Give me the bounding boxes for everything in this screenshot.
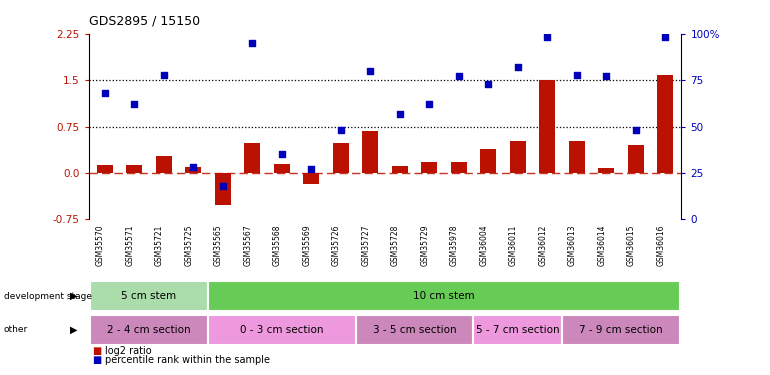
Point — [571, 72, 583, 78]
Bar — [510, 141, 526, 173]
Point — [216, 183, 229, 189]
Point — [423, 101, 435, 107]
Text: ▶: ▶ — [69, 291, 77, 301]
Text: GSM35571: GSM35571 — [126, 224, 134, 266]
Point — [541, 34, 554, 40]
Text: GSM35565: GSM35565 — [214, 224, 223, 266]
Point — [482, 81, 494, 87]
Point — [99, 90, 111, 96]
Text: 7 - 9 cm section: 7 - 9 cm section — [579, 325, 663, 335]
Point — [511, 64, 524, 70]
Text: log2 ratio: log2 ratio — [105, 346, 152, 355]
Point — [453, 74, 465, 80]
Text: GSM35725: GSM35725 — [184, 224, 193, 266]
Text: GSM36012: GSM36012 — [538, 224, 547, 266]
Bar — [480, 150, 497, 173]
Text: 3 - 5 cm section: 3 - 5 cm section — [373, 325, 457, 335]
Point — [600, 74, 612, 80]
Text: percentile rank within the sample: percentile rank within the sample — [105, 355, 270, 365]
Point — [128, 101, 140, 107]
Bar — [598, 168, 614, 173]
Bar — [97, 165, 113, 173]
Point — [187, 164, 199, 170]
Bar — [421, 162, 437, 173]
Text: ▶: ▶ — [69, 325, 77, 335]
Text: 5 cm stem: 5 cm stem — [122, 291, 176, 301]
Text: 10 cm stem: 10 cm stem — [413, 291, 475, 301]
Text: GSM36013: GSM36013 — [567, 224, 577, 266]
Bar — [333, 143, 349, 173]
Bar — [273, 164, 290, 173]
Bar — [568, 141, 585, 173]
Point — [246, 40, 259, 46]
Point — [276, 152, 288, 157]
Bar — [474, 315, 562, 345]
Text: 2 - 4 cm section: 2 - 4 cm section — [107, 325, 191, 335]
Bar — [356, 315, 474, 345]
Text: GDS2895 / 15150: GDS2895 / 15150 — [89, 15, 199, 28]
Point — [305, 166, 317, 172]
Text: development stage: development stage — [4, 292, 92, 301]
Text: GSM36016: GSM36016 — [656, 224, 665, 266]
Text: GSM35570: GSM35570 — [95, 224, 105, 266]
Text: GSM36011: GSM36011 — [509, 224, 517, 266]
Text: GSM35978: GSM35978 — [450, 224, 459, 266]
Text: ■: ■ — [92, 355, 102, 365]
Text: ■: ■ — [92, 346, 102, 355]
Bar — [156, 156, 172, 173]
Text: GSM35567: GSM35567 — [243, 224, 253, 266]
Text: GSM35721: GSM35721 — [155, 224, 164, 266]
Text: GSM35569: GSM35569 — [303, 224, 311, 266]
Point — [364, 68, 377, 74]
Bar — [244, 143, 260, 173]
Bar — [90, 281, 208, 311]
Point — [335, 127, 347, 133]
Point — [158, 72, 170, 78]
Bar — [208, 315, 356, 345]
Bar — [450, 162, 467, 173]
Bar — [126, 165, 142, 173]
Bar — [303, 173, 320, 184]
Bar — [628, 145, 644, 173]
Text: GSM35729: GSM35729 — [420, 224, 429, 266]
Bar — [657, 75, 673, 173]
Text: 5 - 7 cm section: 5 - 7 cm section — [476, 325, 560, 335]
Point — [393, 111, 406, 117]
Text: GSM36015: GSM36015 — [627, 224, 636, 266]
Bar — [215, 173, 231, 205]
Bar — [185, 167, 202, 173]
Bar — [362, 131, 378, 173]
Text: other: other — [4, 326, 28, 334]
Bar — [392, 165, 408, 173]
Bar — [539, 80, 555, 173]
Point — [659, 34, 671, 40]
Bar — [90, 315, 208, 345]
Text: GSM35726: GSM35726 — [332, 224, 341, 266]
Text: GSM35727: GSM35727 — [361, 224, 370, 266]
Text: GSM35568: GSM35568 — [273, 224, 282, 266]
Bar — [208, 281, 680, 311]
Point — [630, 127, 642, 133]
Text: GSM36004: GSM36004 — [479, 224, 488, 266]
Bar — [562, 315, 680, 345]
Text: GSM35728: GSM35728 — [390, 224, 400, 266]
Text: GSM36014: GSM36014 — [598, 224, 606, 266]
Text: 0 - 3 cm section: 0 - 3 cm section — [240, 325, 323, 335]
